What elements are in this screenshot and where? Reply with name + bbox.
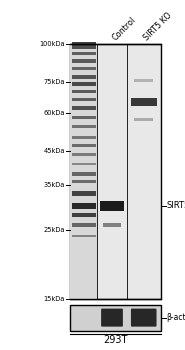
FancyBboxPatch shape <box>72 42 96 46</box>
FancyBboxPatch shape <box>131 309 157 327</box>
FancyBboxPatch shape <box>72 203 96 209</box>
Text: 100kDa: 100kDa <box>39 41 65 47</box>
FancyBboxPatch shape <box>72 98 96 101</box>
FancyBboxPatch shape <box>72 213 96 217</box>
Text: 15kDa: 15kDa <box>43 296 65 302</box>
FancyBboxPatch shape <box>134 79 153 82</box>
FancyBboxPatch shape <box>70 44 161 299</box>
FancyBboxPatch shape <box>72 125 96 128</box>
FancyBboxPatch shape <box>72 68 96 70</box>
FancyBboxPatch shape <box>72 223 96 227</box>
FancyBboxPatch shape <box>72 163 96 165</box>
FancyBboxPatch shape <box>72 52 96 55</box>
FancyBboxPatch shape <box>72 234 96 237</box>
FancyBboxPatch shape <box>100 201 124 211</box>
FancyBboxPatch shape <box>134 118 153 121</box>
FancyBboxPatch shape <box>72 46 96 49</box>
Text: 25kDa: 25kDa <box>43 228 65 233</box>
FancyBboxPatch shape <box>72 180 96 183</box>
FancyBboxPatch shape <box>72 60 96 63</box>
FancyBboxPatch shape <box>131 98 157 106</box>
FancyBboxPatch shape <box>101 309 123 327</box>
FancyBboxPatch shape <box>70 44 97 299</box>
FancyBboxPatch shape <box>72 90 96 93</box>
Text: β-actin: β-actin <box>166 313 185 322</box>
FancyBboxPatch shape <box>72 172 96 176</box>
Text: SIRT5: SIRT5 <box>166 201 185 210</box>
Text: SIRT5 KO: SIRT5 KO <box>142 10 174 42</box>
FancyBboxPatch shape <box>72 106 96 110</box>
Text: 35kDa: 35kDa <box>43 182 65 188</box>
Text: 60kDa: 60kDa <box>43 110 65 116</box>
FancyBboxPatch shape <box>72 191 96 196</box>
FancyBboxPatch shape <box>102 223 121 227</box>
FancyBboxPatch shape <box>72 136 96 139</box>
Text: 45kDa: 45kDa <box>43 148 65 154</box>
FancyBboxPatch shape <box>72 153 96 156</box>
Text: Control: Control <box>110 15 137 42</box>
FancyBboxPatch shape <box>72 116 96 119</box>
Text: 75kDa: 75kDa <box>43 79 65 85</box>
FancyBboxPatch shape <box>70 304 161 331</box>
FancyBboxPatch shape <box>72 144 96 147</box>
Text: 293T: 293T <box>103 335 128 345</box>
FancyBboxPatch shape <box>72 82 96 86</box>
FancyBboxPatch shape <box>72 299 96 300</box>
FancyBboxPatch shape <box>72 76 96 79</box>
